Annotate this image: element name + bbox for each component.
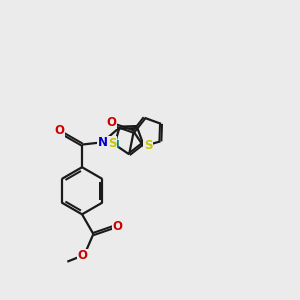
Text: S: S [144, 139, 152, 152]
Text: H: H [111, 140, 119, 151]
Text: O: O [54, 124, 64, 137]
Text: O: O [77, 249, 88, 262]
Text: O: O [106, 116, 116, 129]
Text: O: O [112, 220, 122, 233]
Text: S: S [108, 137, 117, 150]
Text: N: N [98, 136, 107, 149]
